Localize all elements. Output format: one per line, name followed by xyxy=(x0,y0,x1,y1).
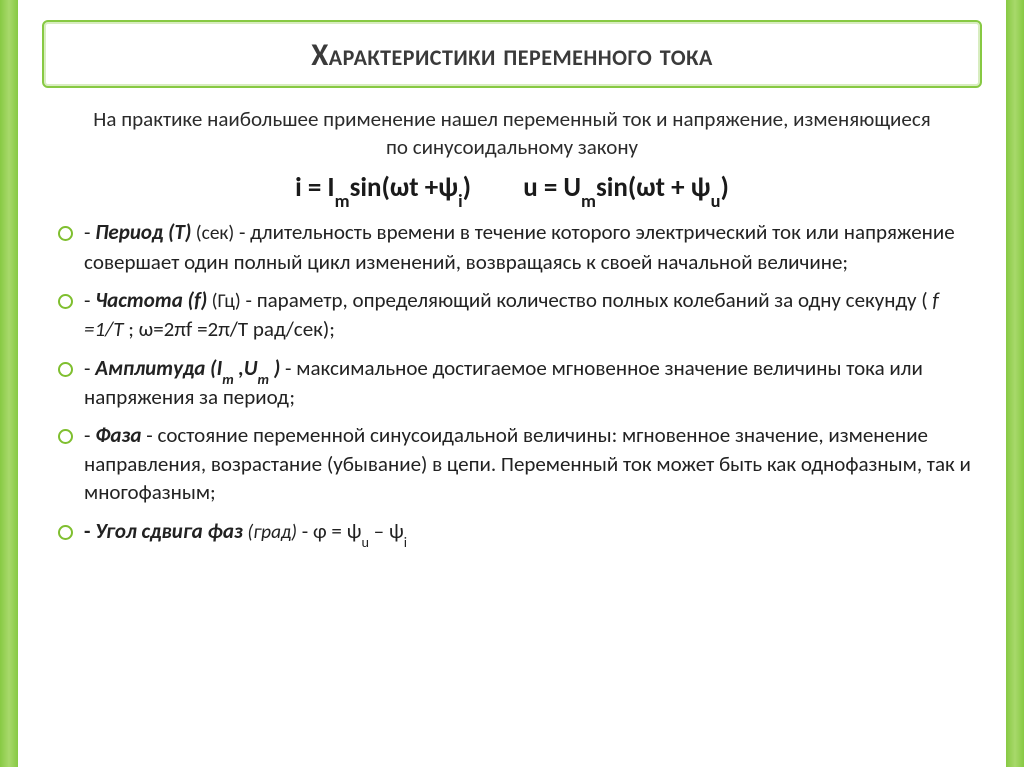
term-amplitude-sub-im: m xyxy=(222,370,233,388)
formula-i: i = Imsin(ωt +ψi) xyxy=(295,171,477,204)
phase-shift-sub-u: u xyxy=(361,533,369,551)
formula-i-trig: sin(ωt +ψ xyxy=(350,171,459,204)
term-amplitude-b: ) xyxy=(269,355,280,381)
phase-shift-sub-i: i xyxy=(404,533,407,551)
formula-i-sub-psi: i xyxy=(458,190,463,212)
right-accent-bar xyxy=(1006,0,1024,767)
formula-i-lhs: i = I xyxy=(295,171,335,204)
formula-u-trig: sin(ωt + ψ xyxy=(596,171,711,204)
slide-title: Характеристики переменного тока xyxy=(54,36,970,74)
desc-frequency-b: ; ω=2πf =2π/T рад/сек); xyxy=(123,316,334,342)
item-dash: - xyxy=(84,219,95,245)
term-period: Период (Т) xyxy=(95,219,191,245)
formula-u-sub-psi: u xyxy=(711,190,721,212)
term-amplitude-mid: ,U xyxy=(234,355,258,381)
term-phase-shift: Угол сдвига фаз xyxy=(95,518,243,544)
formula-u-sub-m: m xyxy=(581,190,596,212)
list-item-period: - Период (Т) (сек) - длительность времен… xyxy=(54,218,982,276)
term-amplitude-sub-um: m xyxy=(258,370,269,388)
unit-phase-shift: (град) xyxy=(243,521,297,544)
formula-i-sub-m: m xyxy=(335,190,350,212)
formula-u-close: ) xyxy=(720,171,728,204)
list-item-frequency: - Частота (f) (Гц) - параметр, определяю… xyxy=(54,286,982,344)
intro-paragraph: На практике наибольшее применение нашел … xyxy=(82,106,942,161)
left-accent-bar xyxy=(0,0,18,767)
item-dash: - xyxy=(84,518,95,544)
list-item-amplitude: - Амплитуда (Im ,Um ) - максимальное дос… xyxy=(54,354,982,411)
item-dash: - xyxy=(84,422,95,448)
term-amplitude: Амплитуда (Im ,Um ) xyxy=(95,355,280,381)
formula-row: i = Imsin(ωt +ψi) u = Umsin(ωt + ψu) xyxy=(42,171,982,204)
formula-u-lhs: u = U xyxy=(523,171,581,204)
title-frame: Характеристики переменного тока xyxy=(42,20,982,88)
unit-frequency: (Гц) xyxy=(207,290,241,313)
term-amplitude-a: Амплитуда (I xyxy=(95,355,222,381)
term-phase: Фаза xyxy=(95,422,141,448)
term-frequency: Частота (f) xyxy=(95,287,207,313)
desc-phase: - состояние переменной синусоидальной ве… xyxy=(84,422,971,505)
list-item-phase-shift: - Угол сдвига фаз (град) - φ = ψu – ψi xyxy=(54,517,982,546)
formula-i-close: ) xyxy=(463,171,471,204)
slide-content: Характеристики переменного тока На практ… xyxy=(18,0,1006,767)
item-dash: - xyxy=(84,355,95,381)
item-dash: - xyxy=(84,287,95,313)
desc-frequency-a: - параметр, определяющий количество полн… xyxy=(241,287,933,313)
formula-u: u = Umsin(ωt + ψu) xyxy=(523,171,729,204)
desc-phase-shift-a: - φ = ψ xyxy=(297,518,361,544)
unit-period: (сек) xyxy=(191,222,234,245)
phase-shift-mid: – ψ xyxy=(369,518,404,544)
list-item-phase: - Фаза - состояние переменной синусоидал… xyxy=(54,421,982,507)
definition-list: - Период (Т) (сек) - длительность времен… xyxy=(42,218,982,546)
